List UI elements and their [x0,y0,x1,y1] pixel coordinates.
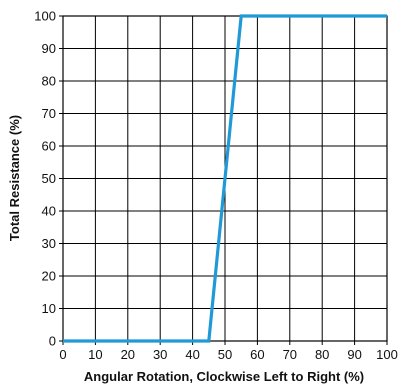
x-tick-label: 10 [88,347,102,362]
x-tick-label: 80 [315,347,329,362]
x-tick-label: 50 [218,347,232,362]
y-tick-label: 100 [34,9,56,24]
x-tick-label: 60 [250,347,264,362]
y-tick-label: 50 [42,171,56,186]
y-tick-label: 30 [42,236,56,251]
y-tick-label: 40 [42,204,56,219]
y-tick-label: 10 [42,301,56,316]
x-tick-label: 70 [283,347,297,362]
x-tick-label: 20 [121,347,135,362]
x-tick-label: 40 [185,347,199,362]
axis-layer [59,15,388,345]
plot-frame [62,15,388,342]
y-tick-label: 0 [49,334,56,349]
x-tick-label: 30 [153,347,167,362]
y-tick-label: 60 [42,139,56,154]
y-axis-title: Total Resistance (%) [7,115,22,241]
x-tick-label: 100 [376,347,398,362]
resistance-curve [63,14,387,343]
y-tick-label: 20 [42,269,56,284]
label-layer: 0 10 20 30 40 50 60 70 80 90 100 0 10 20 30 40 50 60 70 80 9… [34,9,398,363]
y-tick-label: 70 [42,106,56,121]
x-tick-label: 0 [59,347,66,362]
y-tick-label: 90 [42,41,56,56]
x-tick-label: 90 [347,347,361,362]
x-axis-title: Angular Rotation, Clockwise Left to Righ… [84,369,364,384]
series-layer [63,14,387,343]
y-tick-label: 80 [42,74,56,89]
